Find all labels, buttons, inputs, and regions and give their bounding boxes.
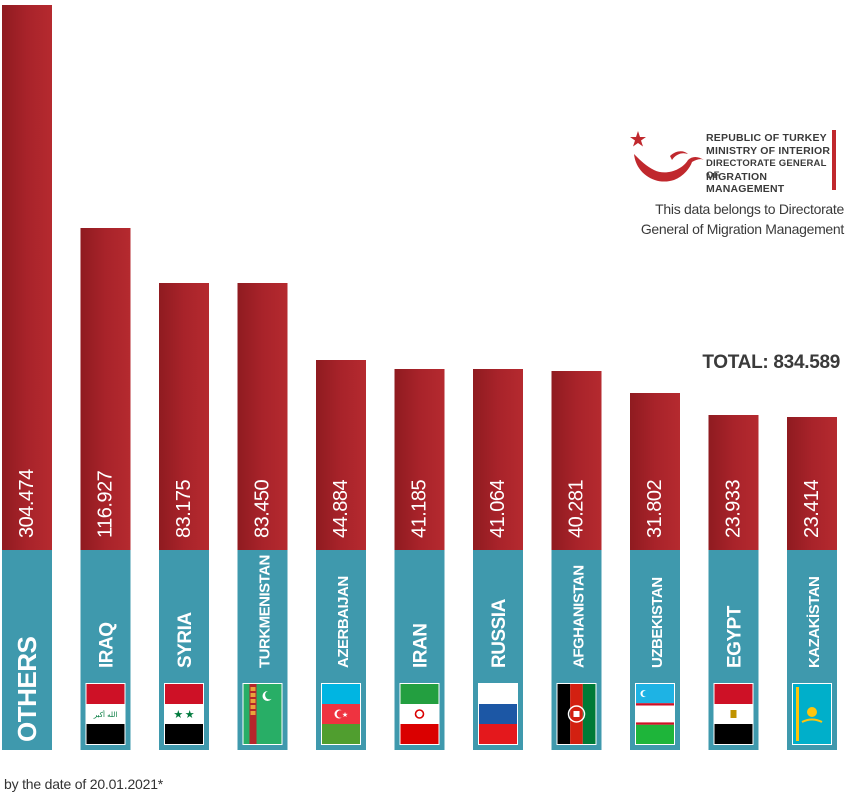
russia-flag-icon (478, 683, 518, 745)
bar-group-others: 304.474 OTHERS (2, 5, 52, 750)
iran-flag-icon (399, 683, 440, 745)
turkmenistan-flag-icon (242, 683, 283, 745)
logo-line-2: MINISTRY OF INTERIOR (706, 145, 831, 157)
value-label: 116.927 (95, 470, 117, 538)
source-note-line-2: General of Migration Management (640, 221, 844, 237)
bar-group-uzbekistan: 31.802 UZBEKISTAN (630, 393, 680, 750)
bar-group-turkmenistan: 83.450 TURKMENISTAN (237, 283, 288, 750)
svg-text:الله أكبر: الله أكبر (93, 710, 118, 719)
value-label: 23.414 (801, 479, 823, 538)
kazakhstan-flag-icon (792, 683, 832, 745)
category-label: SYRIA (175, 612, 196, 668)
bar (473, 369, 523, 550)
value-label: 31.802 (644, 479, 666, 538)
logo-line-3: DIRECTORATE GENERAL OF (706, 158, 827, 181)
category-label: AZERBAIJAN (335, 576, 352, 668)
total-label: TOTAL: 834.589 (702, 352, 840, 373)
logo-line-1: REPUBLIC OF TURKEY (706, 132, 827, 144)
value-label: 83.450 (252, 479, 274, 538)
value-label: 44.884 (330, 479, 352, 538)
category-label: KAZAKİSTAN (806, 577, 823, 668)
logo-divider (832, 130, 836, 190)
iraq-flag-icon: الله أكبر (85, 683, 126, 745)
bar-group-egypt: 23.933 EGYPT (708, 415, 759, 750)
category-label: TURKMENISTAN (257, 555, 274, 668)
afghanistan-flag-icon (556, 683, 597, 745)
value-label: 83.175 (173, 479, 195, 538)
svg-text:★: ★ (173, 708, 183, 721)
value-label: 40.281 (566, 479, 588, 538)
source-note: This data belongs to Directorate General… (614, 199, 844, 239)
bar (630, 393, 680, 550)
date-footnote: by the date of 20.01.2021* (4, 776, 164, 792)
value-label: 41.185 (409, 479, 431, 538)
category-label: UZBEKISTAN (649, 577, 666, 668)
uzbekistan-flag-icon (635, 683, 675, 745)
bar-group-iraq: 116.927 IRAQ الله أكبر (80, 228, 131, 750)
bar (787, 417, 837, 550)
category-label: EGYPT (725, 605, 746, 668)
bar-group-kazaki̇stan: 23.414 KAZAKİSTAN (787, 417, 837, 750)
bar (316, 360, 366, 550)
svg-text:★: ★ (185, 708, 195, 721)
category-label: OTHERS (12, 637, 42, 743)
syria-flag-icon: ★ ★ (164, 683, 204, 745)
category-label: IRAQ (97, 623, 118, 669)
bar-group-afghanistan: 40.281 AFGHANISTAN (551, 371, 602, 750)
bar (237, 283, 288, 550)
svg-text:★: ★ (342, 711, 348, 719)
bar-group-azerbaijan: 44.884 AZERBAIJAN ★ (316, 360, 366, 750)
bar (80, 228, 131, 550)
bar-group-russia: 41.064 RUSSIA (473, 369, 523, 750)
category-label: AFGHANISTAN (571, 565, 588, 668)
bar (551, 371, 602, 550)
value-label: 304.474 (16, 469, 38, 538)
bar-group-syria: 83.175 SYRIA ★ ★ (159, 283, 209, 750)
bar (394, 369, 445, 550)
value-label: 23.933 (723, 479, 745, 538)
bar (2, 5, 52, 550)
bar (159, 283, 209, 550)
bar (708, 415, 759, 550)
crescent-star-bird-icon (630, 131, 704, 182)
logo-line-4: MIGRATION MANAGEMENT (706, 171, 785, 195)
ministry-logo: REPUBLIC OF TURKEY MINISTRY OF INTERIOR … (626, 128, 842, 195)
category-label: RUSSIA (489, 598, 510, 668)
egypt-flag-icon (713, 683, 754, 745)
bar-group-iran: 41.185 IRAN (394, 369, 445, 750)
category-label: IRAN (411, 624, 432, 668)
value-label: 41.064 (487, 479, 509, 538)
bar-base (2, 550, 52, 750)
azerbaijan-flag-icon: ★ (321, 683, 361, 745)
source-note-line-1: This data belongs to Directorate (655, 201, 844, 217)
